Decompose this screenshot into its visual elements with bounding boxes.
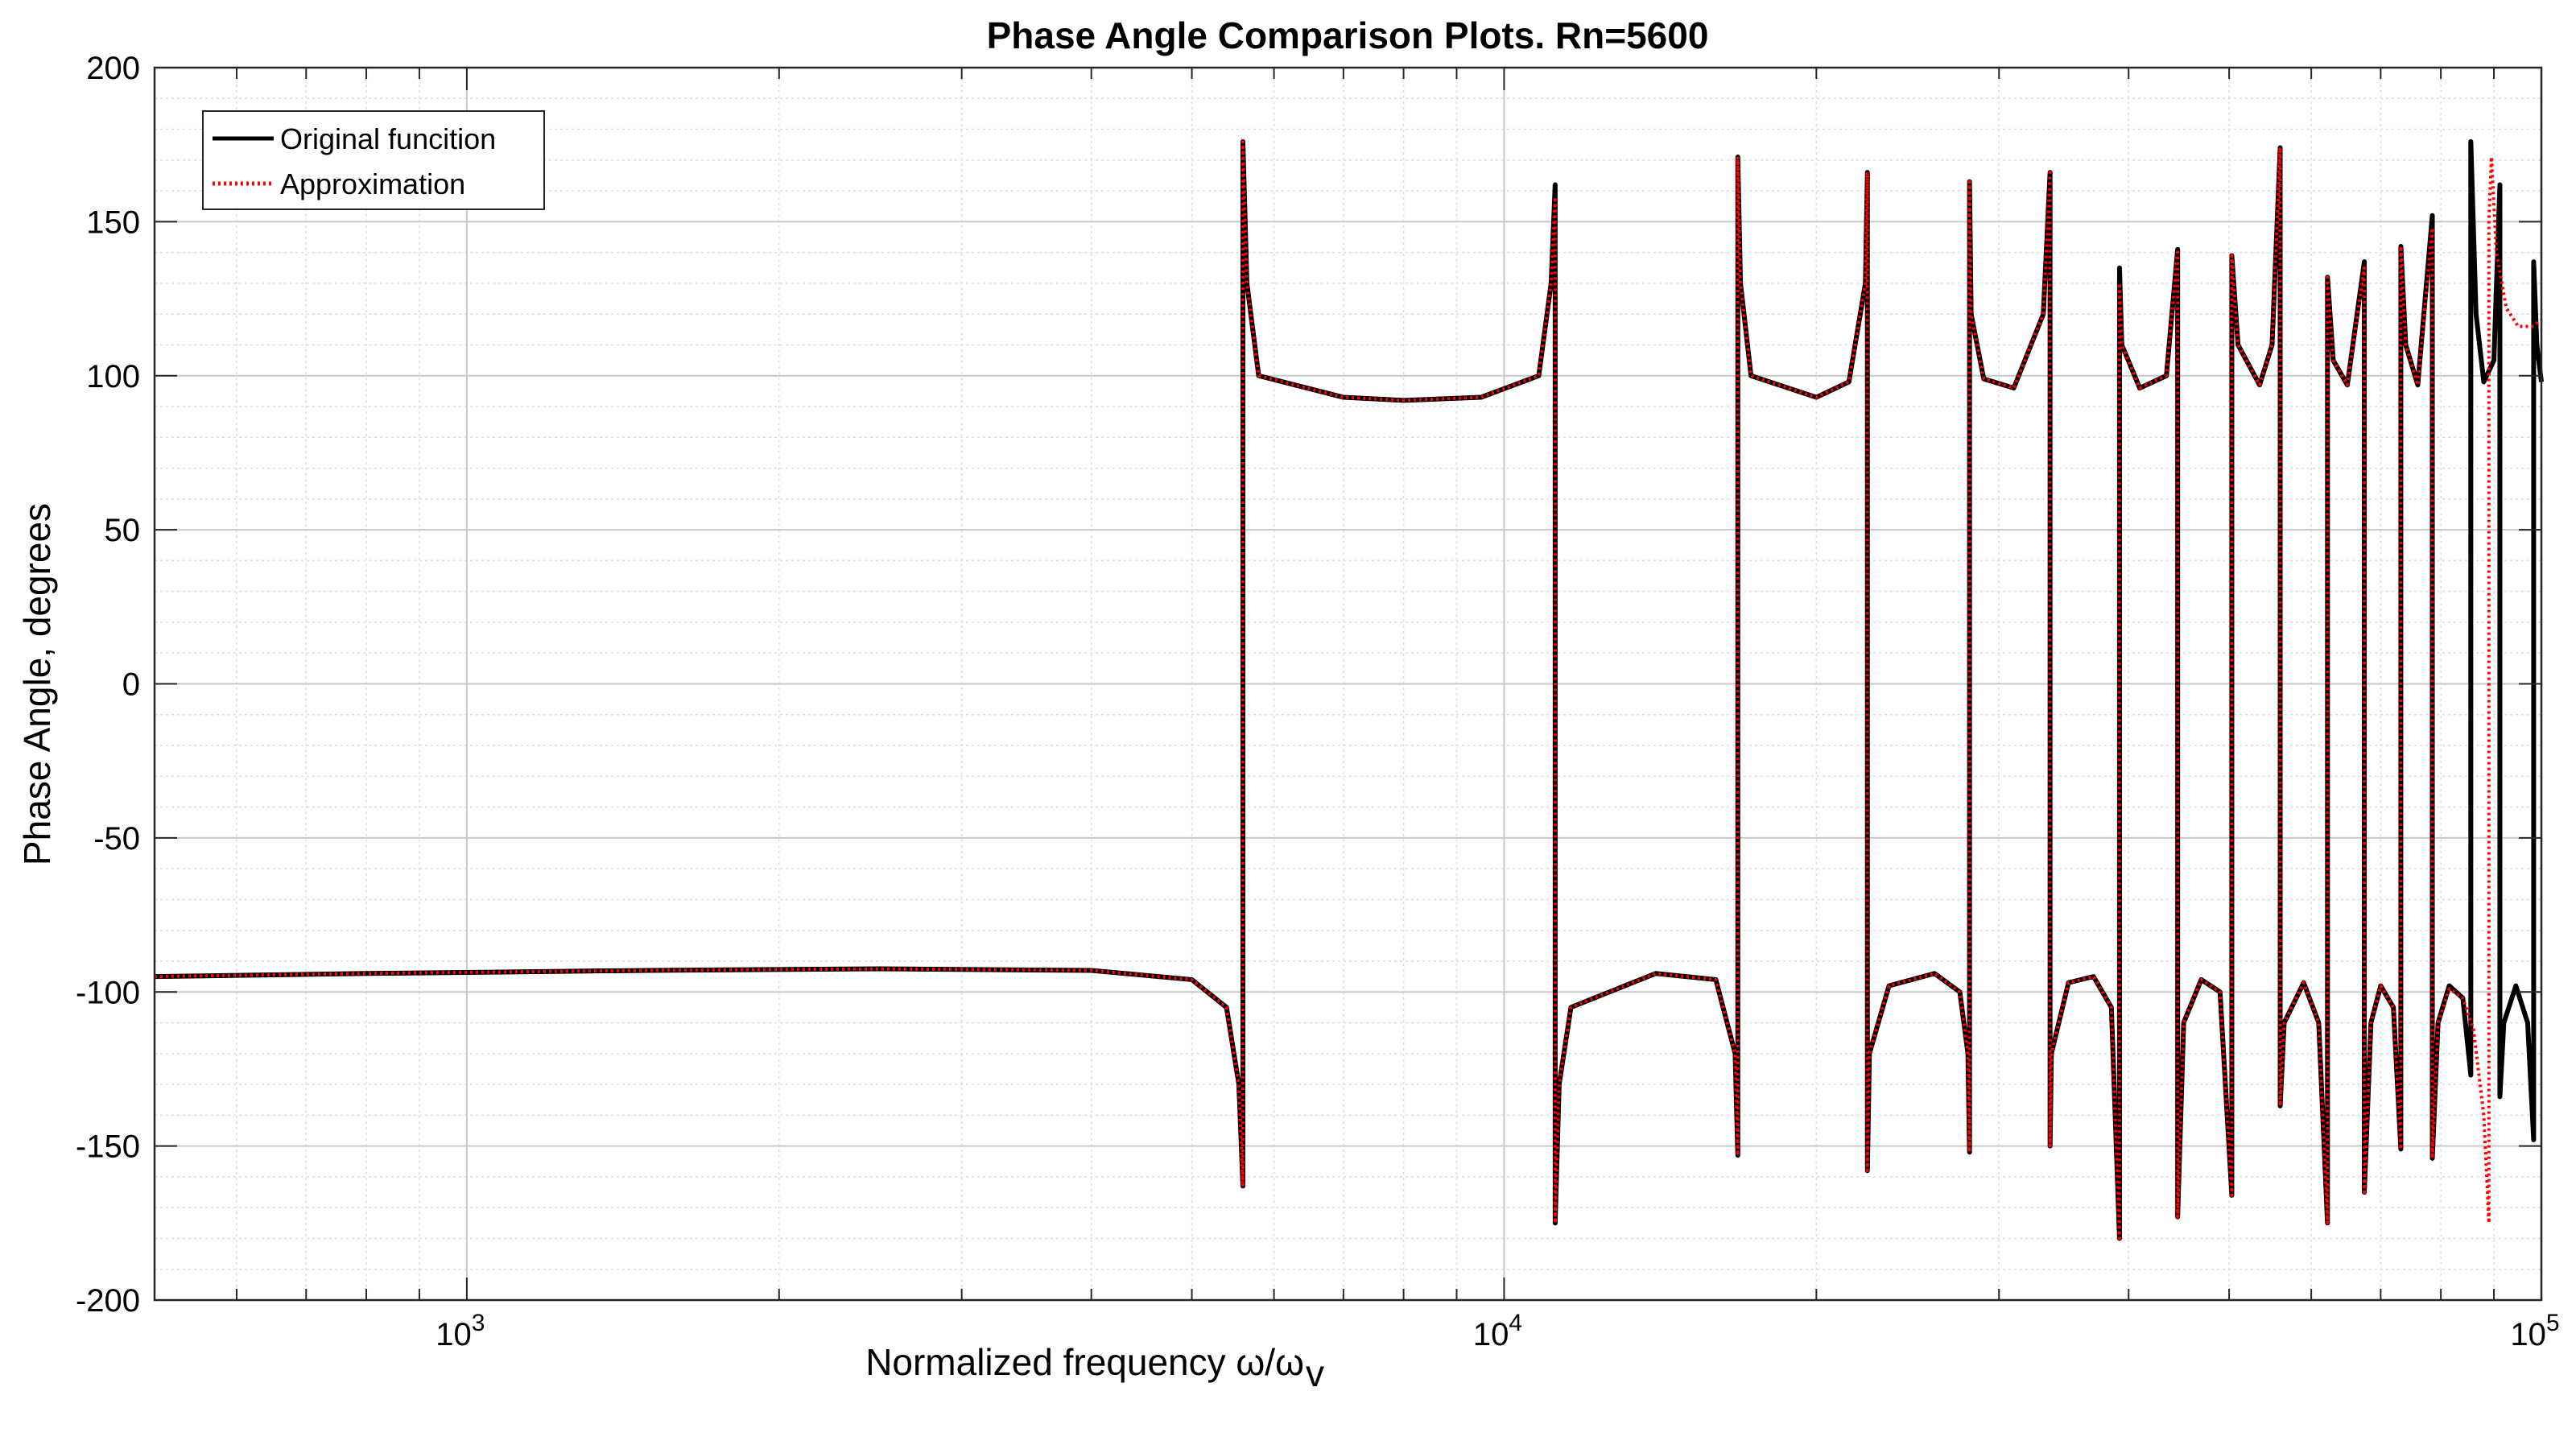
y-tick-label: 0 — [122, 667, 140, 703]
y-tick-label: 200 — [86, 51, 140, 86]
x-tick-label: 103 — [436, 1310, 485, 1352]
x-tick-label: 105 — [2510, 1310, 2559, 1352]
x-tick-label-exponent: 3 — [472, 1310, 485, 1336]
x-tick-label: 104 — [1473, 1310, 1522, 1352]
y-tick-labels: -200 -150 -100 -50 0 50 100 150 200 — [76, 51, 140, 1319]
legend-box — [202, 110, 545, 210]
y-axis-label: Phase Angle, degrees — [16, 503, 58, 865]
x-tick-labels: 103 104 105 — [436, 1310, 2559, 1352]
x-axis-label-text: Normalized frequency ω/ω — [865, 1341, 1304, 1383]
series-layer — [154, 138, 2544, 1241]
x-tick-label-base: 10 — [436, 1317, 472, 1352]
legend-label-original: Original funcition — [280, 122, 496, 155]
legend: Original funcition Approximation — [202, 110, 545, 210]
x-tick-label-base: 10 — [2510, 1317, 2546, 1352]
chart-title: Phase Angle Comparison Plots. Rn=5600 — [987, 14, 1709, 56]
y-tick-label: 100 — [86, 359, 140, 394]
x-axis-label-subscript: v — [1306, 1352, 1324, 1394]
y-tick-label: -100 — [76, 975, 140, 1010]
legend-label-approximation: Approximation — [280, 167, 465, 200]
x-tick-label-exponent: 5 — [2546, 1310, 2560, 1336]
y-tick-label: -200 — [76, 1283, 140, 1319]
tick-marks — [154, 67, 2542, 1301]
x-axis-label: Normalized frequency ω/ω — [865, 1341, 1304, 1383]
y-tick-label: -50 — [93, 821, 140, 857]
y-tick-label: 50 — [105, 513, 141, 548]
y-tick-label: -150 — [76, 1129, 140, 1165]
x-tick-label-exponent: 4 — [1509, 1310, 1522, 1336]
x-tick-label-base: 10 — [1473, 1317, 1509, 1352]
series-line-approximation — [154, 139, 2543, 1241]
y-tick-label: 150 — [86, 204, 140, 240]
